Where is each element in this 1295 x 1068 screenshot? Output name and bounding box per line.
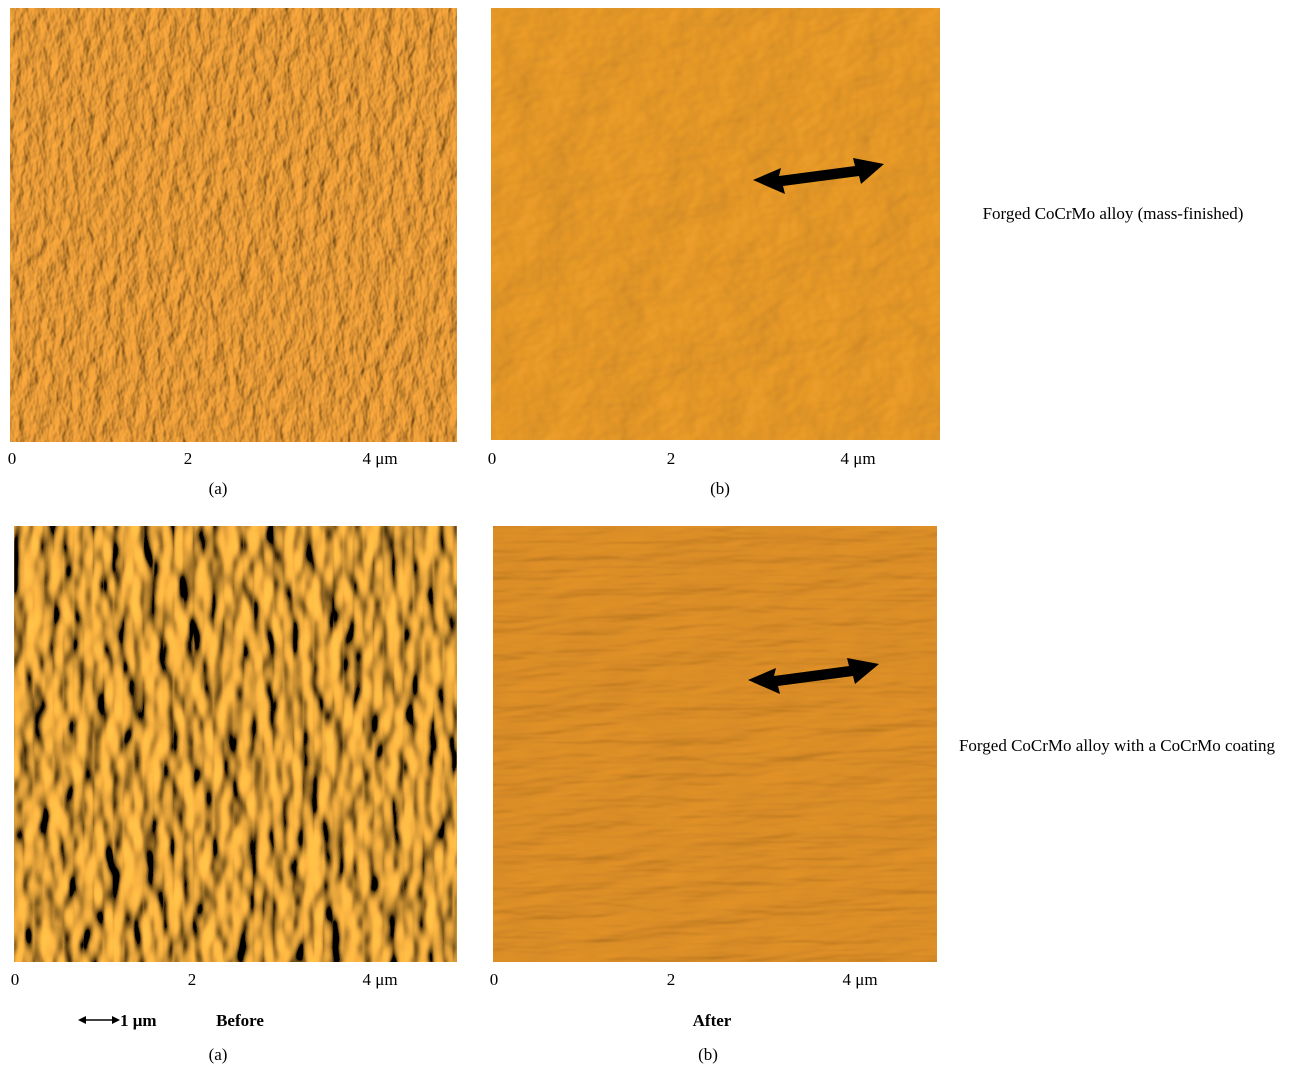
after-label: After bbox=[693, 1011, 732, 1031]
panel-caption: (b) bbox=[698, 1045, 718, 1065]
axis-tick-label: 4 μm bbox=[840, 449, 875, 469]
axis-tick-label: 4 μm bbox=[362, 449, 397, 469]
scale-arrow bbox=[78, 1013, 120, 1027]
panel-caption: (a) bbox=[209, 1045, 228, 1065]
axis-tick-label: 2 bbox=[667, 970, 676, 990]
axis-tick-label: 0 bbox=[490, 970, 499, 990]
axis-tick-label: 0 bbox=[11, 970, 20, 990]
afm-image bbox=[491, 8, 940, 440]
axis-tick-label: 4 μm bbox=[842, 970, 877, 990]
scale-label: 1 μm bbox=[120, 1011, 157, 1031]
axis-tick-label: 2 bbox=[184, 449, 193, 469]
axis-tick-label: 4 μm bbox=[362, 970, 397, 990]
axis-tick-label: 2 bbox=[667, 449, 676, 469]
page: {"rows": [ {"panels": [ {"ticks": ["0", … bbox=[0, 0, 1295, 1068]
row-label: Forged CoCrMo alloy (mass-finished) bbox=[983, 204, 1244, 224]
axis-tick-label: 2 bbox=[188, 970, 197, 990]
afm-image bbox=[10, 8, 457, 442]
afm-image bbox=[14, 526, 457, 962]
panel-caption: (b) bbox=[710, 479, 730, 499]
before-label: Before bbox=[216, 1011, 264, 1031]
axis-tick-label: 0 bbox=[8, 449, 17, 469]
row-label: Forged CoCrMo alloy with a CoCrMo coatin… bbox=[947, 733, 1287, 758]
panel-caption: (a) bbox=[209, 479, 228, 499]
axis-tick-label: 0 bbox=[488, 449, 497, 469]
afm-image bbox=[493, 526, 937, 962]
